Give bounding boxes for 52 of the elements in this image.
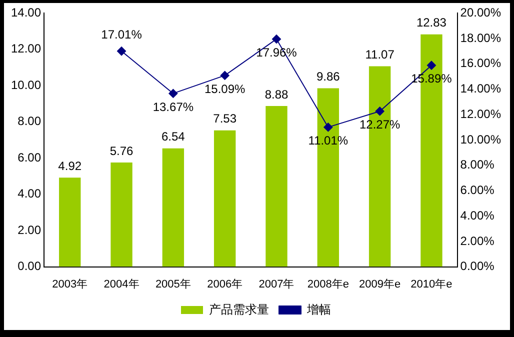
y2-tick-label: 10.00% xyxy=(460,132,502,146)
bar xyxy=(59,178,81,267)
data-label: 15.09% xyxy=(204,82,246,96)
data-label: 5.76 xyxy=(110,144,134,158)
y2-tick-label: 0.00% xyxy=(460,259,495,274)
y2-tick-label: 12.00% xyxy=(460,106,502,121)
y2-tick-label: 18.00% xyxy=(460,30,502,45)
bar xyxy=(110,162,132,267)
x-tick-label: 2003年 xyxy=(52,278,88,290)
point xyxy=(426,60,436,70)
y-tick-label: 14.00 xyxy=(11,6,42,20)
y-tick-label: 2.00 xyxy=(18,222,42,237)
data-label: 7.53 xyxy=(213,112,237,126)
y-tick-label: 0.00 xyxy=(18,259,42,274)
data-label: 17.01% xyxy=(101,27,142,42)
x-tick-label: 2005年 xyxy=(155,278,191,290)
bar xyxy=(214,130,236,267)
data-label: 11.07 xyxy=(365,48,395,62)
x-tick-label: 2009年e xyxy=(359,278,401,290)
point xyxy=(272,34,281,44)
x-tick-label: 2006年 xyxy=(207,278,243,290)
y2-tick-label: 20.00% xyxy=(460,6,502,20)
x-tick-label: 2004年 xyxy=(104,278,140,290)
x-tick-label: 2007年 xyxy=(258,278,294,290)
data-label: 13.67% xyxy=(152,100,194,114)
y-tick-label: 6.00 xyxy=(18,150,42,164)
y2-tick-label: 14.00% xyxy=(460,82,502,96)
y2-tick-label: 4.00% xyxy=(460,208,495,222)
x-tick-label: 2010年e xyxy=(410,278,452,290)
point xyxy=(117,46,126,56)
data-label: 6.54 xyxy=(161,130,186,144)
data-label: 12.83 xyxy=(416,16,447,30)
y-tick-label: 12.00 xyxy=(11,42,42,56)
y-tick-label: 10.00 xyxy=(11,78,42,92)
point xyxy=(375,106,384,116)
point xyxy=(220,70,230,80)
x-tick-label: 2008年e xyxy=(307,278,349,290)
y2-tick-label: 16.00% xyxy=(460,56,502,70)
point xyxy=(324,122,333,132)
bar xyxy=(266,106,288,267)
data-label: 8.88 xyxy=(264,87,288,102)
point xyxy=(168,88,178,98)
y2-tick-label: 2.00% xyxy=(460,234,495,248)
y2-tick-label: 6.00% xyxy=(460,183,495,198)
legend-label: 产品需求量 xyxy=(209,302,269,316)
y-tick-label: 4.00 xyxy=(18,186,42,201)
legend-label: 增幅 xyxy=(306,302,331,316)
y-tick-label: 8.00 xyxy=(18,114,42,128)
data-label: 4.92 xyxy=(58,158,82,173)
bar xyxy=(162,148,184,267)
y2-tick-label: 8.00% xyxy=(460,158,495,172)
data-label: 9.86 xyxy=(316,70,340,84)
